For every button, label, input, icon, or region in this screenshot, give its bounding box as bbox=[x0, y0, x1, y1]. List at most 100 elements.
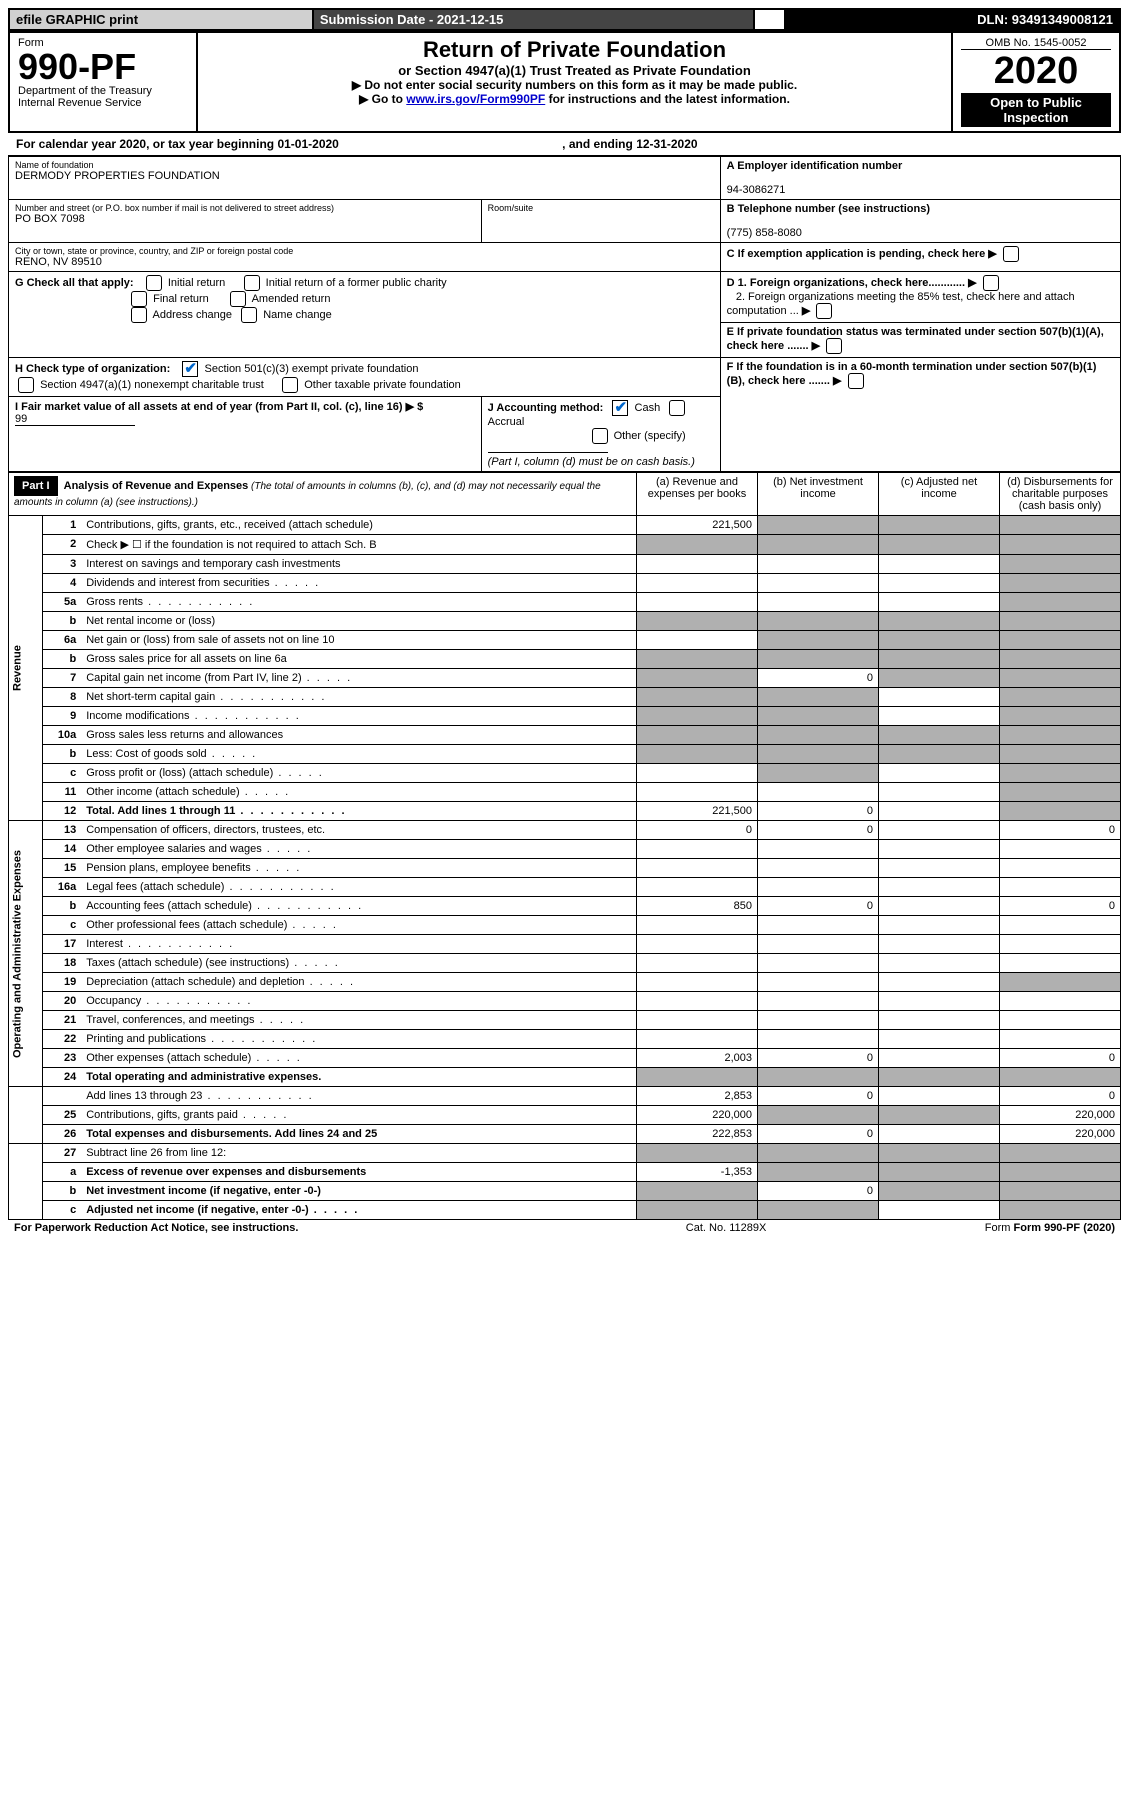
table-row: 8Net short-term capital gain bbox=[9, 688, 1121, 707]
table-row: bNet investment income (if negative, ent… bbox=[9, 1182, 1121, 1201]
c-checkbox[interactable] bbox=[1003, 246, 1019, 262]
tax-year-end: 12-31-2020 bbox=[636, 137, 697, 151]
f-checkbox[interactable] bbox=[848, 373, 864, 389]
table-row: 10aGross sales less returns and allowanc… bbox=[9, 726, 1121, 745]
i-label: I Fair market value of all assets at end… bbox=[15, 401, 423, 413]
cell: 221,500 bbox=[637, 516, 758, 535]
row-desc: Gross rents bbox=[81, 593, 636, 612]
table-row: 9Income modifications bbox=[9, 707, 1121, 726]
row-num: c bbox=[43, 764, 82, 783]
col-c-header: (c) Adjusted net income bbox=[879, 473, 1000, 516]
g-final: Final return bbox=[153, 293, 209, 305]
cell: 0 bbox=[758, 1182, 879, 1201]
g-initial-former-checkbox[interactable] bbox=[244, 275, 260, 291]
irs-link[interactable]: www.irs.gov/Form990PF bbox=[406, 92, 545, 106]
table-row: 4Dividends and interest from securities bbox=[9, 574, 1121, 593]
form-header: Form 990-PF Department of the Treasury I… bbox=[8, 31, 1121, 133]
h-4947-checkbox[interactable] bbox=[18, 377, 34, 393]
row-num: 23 bbox=[43, 1049, 82, 1068]
g-address-checkbox[interactable] bbox=[131, 307, 147, 323]
cell: 0 bbox=[1000, 1049, 1121, 1068]
g-final-checkbox[interactable] bbox=[131, 291, 147, 307]
h-501c3-checkbox[interactable] bbox=[182, 361, 198, 377]
row-desc: Dividends and interest from securities bbox=[81, 574, 636, 593]
table-row: cGross profit or (loss) (attach schedule… bbox=[9, 764, 1121, 783]
row-num: b bbox=[43, 897, 82, 916]
cell: 220,000 bbox=[1000, 1125, 1121, 1144]
row-desc: Net gain or (loss) from sale of assets n… bbox=[81, 631, 636, 650]
row-desc: Total. Add lines 1 through 11 bbox=[81, 802, 636, 821]
row-num: b bbox=[43, 745, 82, 764]
table-row: 22Printing and publications bbox=[9, 1030, 1121, 1049]
table-row: 18Taxes (attach schedule) (see instructi… bbox=[9, 954, 1121, 973]
row-desc: Subtract line 26 from line 12: bbox=[81, 1144, 636, 1163]
g-name: Name change bbox=[263, 309, 332, 321]
row-num: a bbox=[43, 1163, 82, 1182]
j-cash: Cash bbox=[635, 402, 661, 414]
efile-print-button[interactable]: efile GRAPHIC print bbox=[9, 9, 313, 30]
table-row: 21Travel, conferences, and meetings bbox=[9, 1011, 1121, 1030]
dept-treasury: Department of the Treasury bbox=[18, 85, 152, 97]
cell: 0 bbox=[1000, 1087, 1121, 1106]
cell: 0 bbox=[637, 821, 758, 840]
j-other-checkbox[interactable] bbox=[592, 428, 608, 444]
f-label: F If the foundation is in a 60-month ter… bbox=[727, 361, 1097, 387]
row-desc: Pension plans, employee benefits bbox=[81, 859, 636, 878]
row-num: b bbox=[43, 650, 82, 669]
row-num: c bbox=[43, 916, 82, 935]
d2-checkbox[interactable] bbox=[816, 303, 832, 319]
row-num: b bbox=[43, 1182, 82, 1201]
table-row: Operating and Administrative Expenses 13… bbox=[9, 821, 1121, 840]
g-name-checkbox[interactable] bbox=[241, 307, 257, 323]
row-num: 9 bbox=[43, 707, 82, 726]
row-desc: Less: Cost of goods sold bbox=[81, 745, 636, 764]
table-row: 11Other income (attach schedule) bbox=[9, 783, 1121, 802]
d1-checkbox[interactable] bbox=[983, 275, 999, 291]
h-other-checkbox[interactable] bbox=[282, 377, 298, 393]
cell: 220,000 bbox=[637, 1106, 758, 1125]
j-cash-checkbox[interactable] bbox=[612, 400, 628, 416]
row-desc: Gross sales price for all assets on line… bbox=[81, 650, 636, 669]
row-desc: Accounting fees (attach schedule) bbox=[81, 897, 636, 916]
foundation-name: DERMODY PROPERTIES FOUNDATION bbox=[15, 170, 714, 182]
row-desc: Other income (attach schedule) bbox=[81, 783, 636, 802]
revenue-side-label: Revenue bbox=[9, 516, 43, 821]
top-bar: efile GRAPHIC print Submission Date - 20… bbox=[8, 8, 1121, 31]
row-num: 2 bbox=[43, 535, 82, 555]
row-desc: Gross profit or (loss) (attach schedule) bbox=[81, 764, 636, 783]
table-row: 20Occupancy bbox=[9, 992, 1121, 1011]
row-desc: Contributions, gifts, grants paid bbox=[81, 1106, 636, 1125]
row-desc: Total operating and administrative expen… bbox=[81, 1068, 636, 1087]
e-checkbox[interactable] bbox=[826, 338, 842, 354]
j-accrual: Accrual bbox=[488, 416, 525, 428]
row-num: 20 bbox=[43, 992, 82, 1011]
row-num: 3 bbox=[43, 555, 82, 574]
row-desc: Net short-term capital gain bbox=[81, 688, 636, 707]
row-num: 7 bbox=[43, 669, 82, 688]
g-initial-checkbox[interactable] bbox=[146, 275, 162, 291]
street-value: PO BOX 7098 bbox=[15, 213, 475, 225]
j-accrual-checkbox[interactable] bbox=[669, 400, 685, 416]
calendar-pre: For calendar year 2020, or tax year begi… bbox=[16, 137, 277, 151]
cell: 0 bbox=[758, 669, 879, 688]
table-row: 2Check ▶ ☐ if the foundation is not requ… bbox=[9, 535, 1121, 555]
row-desc: Contributions, gifts, grants, etc., rece… bbox=[81, 516, 636, 535]
table-row: 5aGross rents bbox=[9, 593, 1121, 612]
cell: 221,500 bbox=[637, 802, 758, 821]
row-num: 12 bbox=[43, 802, 82, 821]
row-num: 18 bbox=[43, 954, 82, 973]
col-d-header: (d) Disbursements for charitable purpose… bbox=[1000, 473, 1121, 516]
row-num: 8 bbox=[43, 688, 82, 707]
row-num: 13 bbox=[43, 821, 82, 840]
row-num: 17 bbox=[43, 935, 82, 954]
cell: 220,000 bbox=[1000, 1106, 1121, 1125]
part1-title: Analysis of Revenue and Expenses bbox=[64, 480, 249, 492]
row-num: 21 bbox=[43, 1011, 82, 1030]
row-num: 25 bbox=[43, 1106, 82, 1125]
cell: 0 bbox=[758, 821, 879, 840]
cell: 2,853 bbox=[637, 1087, 758, 1106]
phone-value: (775) 858-8080 bbox=[727, 227, 802, 239]
g-amended-checkbox[interactable] bbox=[230, 291, 246, 307]
table-row: 12Total. Add lines 1 through 11221,5000 bbox=[9, 802, 1121, 821]
table-row: bNet rental income or (loss) bbox=[9, 612, 1121, 631]
